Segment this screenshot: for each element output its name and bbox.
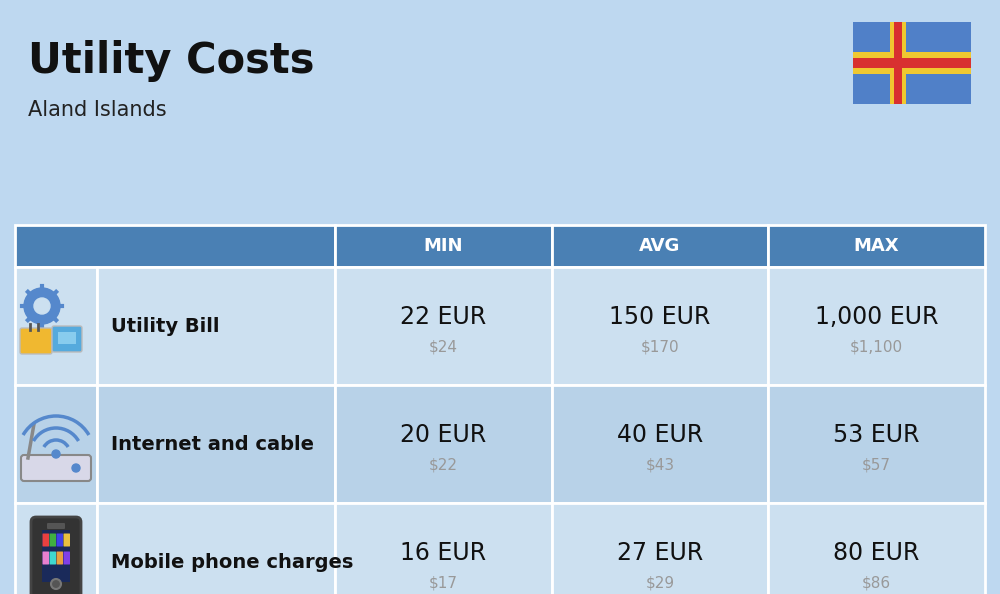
Bar [15, 385, 97, 503]
FancyBboxPatch shape [31, 517, 81, 594]
Text: 22 EUR: 22 EUR [400, 305, 486, 328]
Circle shape [24, 288, 60, 324]
FancyBboxPatch shape [47, 523, 65, 529]
Text: Utility Bill: Utility Bill [111, 317, 220, 336]
FancyBboxPatch shape [21, 455, 91, 481]
Bar [335, 267, 552, 385]
Bar [552, 225, 768, 267]
Text: 27 EUR: 27 EUR [617, 541, 703, 564]
Text: Aland Islands: Aland Islands [28, 100, 167, 120]
FancyBboxPatch shape [56, 551, 63, 564]
Bar [552, 385, 768, 503]
Bar [15, 503, 97, 594]
Text: Internet and cable: Internet and cable [111, 434, 314, 453]
Bar [890, 22, 906, 104]
Bar [42, 530, 70, 582]
Text: 20 EUR: 20 EUR [400, 422, 486, 447]
Text: $22: $22 [429, 458, 458, 473]
Bar [853, 22, 971, 104]
Text: $1,100: $1,100 [850, 340, 903, 355]
Bar [335, 503, 552, 594]
FancyBboxPatch shape [64, 551, 70, 564]
Bar [552, 267, 768, 385]
Text: $86: $86 [862, 576, 891, 591]
FancyBboxPatch shape [20, 328, 52, 354]
Text: 53 EUR: 53 EUR [833, 422, 920, 447]
FancyBboxPatch shape [56, 533, 63, 546]
FancyBboxPatch shape [52, 326, 82, 352]
Bar [335, 225, 552, 267]
Text: 1,000 EUR: 1,000 EUR [815, 305, 938, 328]
Bar [853, 58, 971, 68]
Circle shape [51, 579, 61, 589]
Bar [768, 267, 985, 385]
FancyBboxPatch shape [50, 551, 56, 564]
Text: AVG: AVG [639, 237, 681, 255]
Text: $170: $170 [641, 340, 679, 355]
FancyBboxPatch shape [42, 533, 49, 546]
Bar [853, 52, 971, 74]
Text: $24: $24 [429, 340, 458, 355]
Text: Mobile phone charges: Mobile phone charges [111, 552, 353, 571]
Bar [894, 22, 902, 104]
Bar [15, 225, 335, 267]
Bar [768, 385, 985, 503]
Text: MIN: MIN [424, 237, 463, 255]
Bar [768, 225, 985, 267]
Text: 16 EUR: 16 EUR [400, 541, 486, 564]
FancyBboxPatch shape [50, 533, 56, 546]
Bar [768, 503, 985, 594]
Text: $43: $43 [645, 458, 675, 473]
Text: 40 EUR: 40 EUR [617, 422, 703, 447]
Text: Utility Costs: Utility Costs [28, 40, 314, 82]
Circle shape [34, 298, 50, 314]
FancyBboxPatch shape [64, 533, 70, 546]
Text: $17: $17 [429, 576, 458, 591]
Text: MAX: MAX [854, 237, 899, 255]
FancyBboxPatch shape [42, 551, 49, 564]
Circle shape [52, 450, 60, 458]
Bar [97, 385, 335, 503]
Bar [97, 267, 335, 385]
Bar [97, 503, 335, 594]
Bar [58, 332, 76, 344]
Text: $29: $29 [645, 576, 675, 591]
Text: $57: $57 [862, 458, 891, 473]
Bar [15, 267, 97, 385]
Bar [552, 503, 768, 594]
Bar [335, 385, 552, 503]
Text: 150 EUR: 150 EUR [609, 305, 711, 328]
Text: 80 EUR: 80 EUR [833, 541, 920, 564]
Circle shape [72, 464, 80, 472]
